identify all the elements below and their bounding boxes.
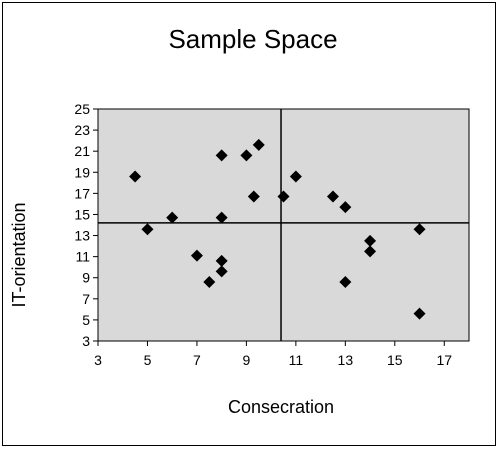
x-tick-label: 13	[338, 352, 354, 368]
chart-title: Sample Space	[168, 24, 337, 54]
data-point	[190, 249, 203, 262]
x-tick-label: 17	[436, 352, 452, 368]
x-tick-label: 9	[243, 352, 251, 368]
y-tick-label: 15	[74, 206, 90, 222]
x-tick-label: 3	[94, 352, 102, 368]
y-tick-label: 23	[74, 122, 90, 138]
y-tick-label: 13	[74, 228, 90, 244]
y-tick-label: 7	[82, 291, 90, 307]
y-tick-label: 25	[74, 101, 90, 117]
plot-background	[97, 108, 470, 342]
data-point	[129, 170, 142, 183]
y-tick-label: 3	[82, 333, 90, 349]
chart-frame: Sample Space IT-orientation Consecration…	[2, 2, 496, 446]
data-point	[240, 149, 253, 162]
x-tick-label: 15	[387, 352, 403, 368]
y-tick-label: 21	[74, 143, 90, 159]
data-point	[166, 211, 179, 224]
data-point	[215, 254, 228, 267]
y-tick-label: 9	[82, 270, 90, 286]
data-point	[203, 275, 216, 288]
y-tick-label: 17	[74, 185, 90, 201]
data-point	[277, 190, 290, 203]
x-tick-label: 7	[193, 352, 201, 368]
data-point	[339, 275, 352, 288]
data-point	[247, 190, 260, 203]
data-point	[413, 307, 426, 320]
data-point	[326, 190, 339, 203]
x-axis-label: Consecration	[228, 397, 334, 417]
data-point	[215, 211, 228, 224]
data-point	[141, 223, 154, 236]
data-point	[215, 149, 228, 162]
y-tick-label: 5	[82, 312, 90, 328]
y-tick-label: 19	[74, 164, 90, 180]
data-point	[364, 234, 377, 247]
data-point	[252, 138, 265, 151]
data-point	[339, 201, 352, 214]
x-tick-label: 5	[144, 352, 152, 368]
y-axis-label: IT-orientation	[9, 202, 29, 307]
data-point	[289, 170, 302, 183]
y-tick-label: 11	[75, 249, 90, 265]
scatter-chart: Sample Space IT-orientation Consecration…	[9, 24, 470, 417]
data-point	[413, 223, 426, 236]
x-tick-label: 11	[289, 352, 304, 368]
data-point	[215, 265, 228, 278]
data-point	[364, 245, 377, 258]
plot-area: 3 5 7 9 11 13 15 17 19 21 23 25 3 5 7 9 11 13 15 17	[74, 101, 470, 368]
